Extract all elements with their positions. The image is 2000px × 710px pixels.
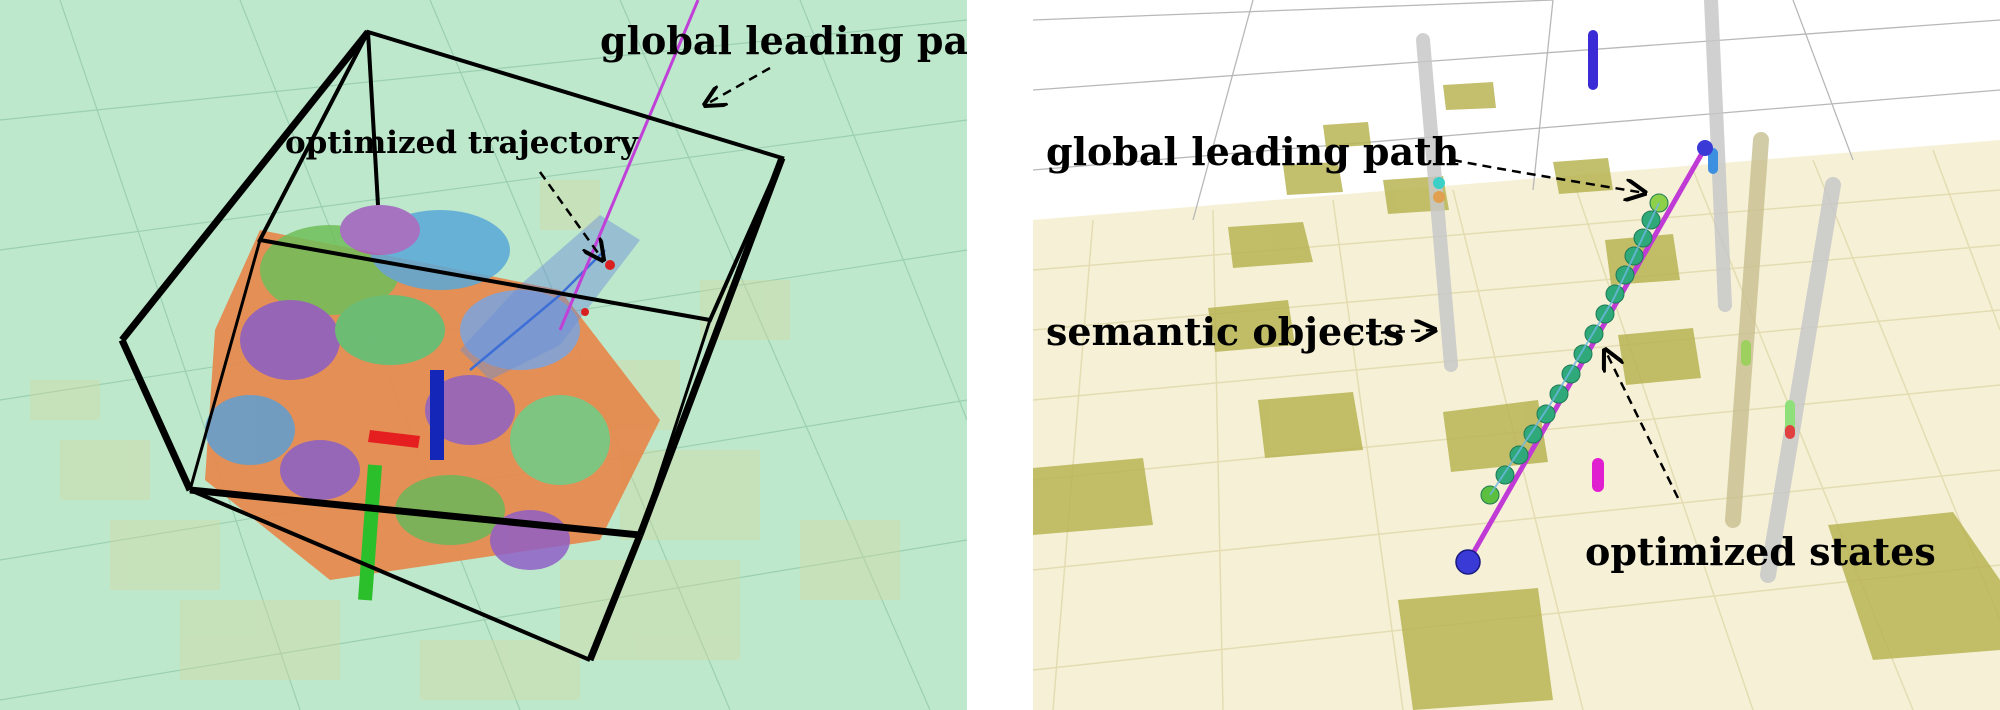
right-panel: global leading path semantic objects opt…	[1033, 0, 2000, 710]
left-global-path-label: global leading path	[600, 18, 967, 63]
left-scene	[0, 0, 967, 710]
path-start-node	[1455, 549, 1481, 575]
trajectory-arrow	[538, 171, 603, 260]
axis-z-green	[358, 464, 382, 601]
axis-red	[368, 430, 420, 448]
trajectory-mid-marker	[581, 308, 589, 316]
path-end-node	[1697, 140, 1713, 156]
optimized-states-label: optimized states	[1585, 529, 1936, 574]
blue-marker-pole	[1708, 148, 1718, 174]
cyan-marker	[1433, 177, 1445, 189]
global-leading-path-line	[558, 0, 700, 331]
right-ground-grid	[1033, 0, 2000, 221]
semantic-object-patches	[1033, 82, 2000, 710]
left-panel: global leading path optimized trajectory	[0, 0, 967, 710]
trajectory-end-marker	[605, 260, 615, 270]
orange-marker	[1433, 191, 1445, 203]
optimized-states-arrow	[1605, 350, 1680, 499]
semantic-objects-label: semantic objects	[1046, 309, 1405, 354]
magenta-marker	[1592, 458, 1604, 492]
optimized-trajectory-label: optimized trajectory	[285, 125, 638, 161]
green-marker	[1741, 340, 1751, 366]
states-connection	[1489, 202, 1660, 496]
global-path-arrow	[705, 66, 771, 105]
right-scene	[1033, 0, 2000, 710]
red-marker	[1785, 425, 1795, 439]
bounding-box-wireframe	[118, 29, 786, 662]
blue-marker-top	[1588, 30, 1598, 90]
occupancy-voxel-clusters	[205, 205, 610, 570]
right-global-path-label: global leading path	[1046, 129, 1460, 174]
